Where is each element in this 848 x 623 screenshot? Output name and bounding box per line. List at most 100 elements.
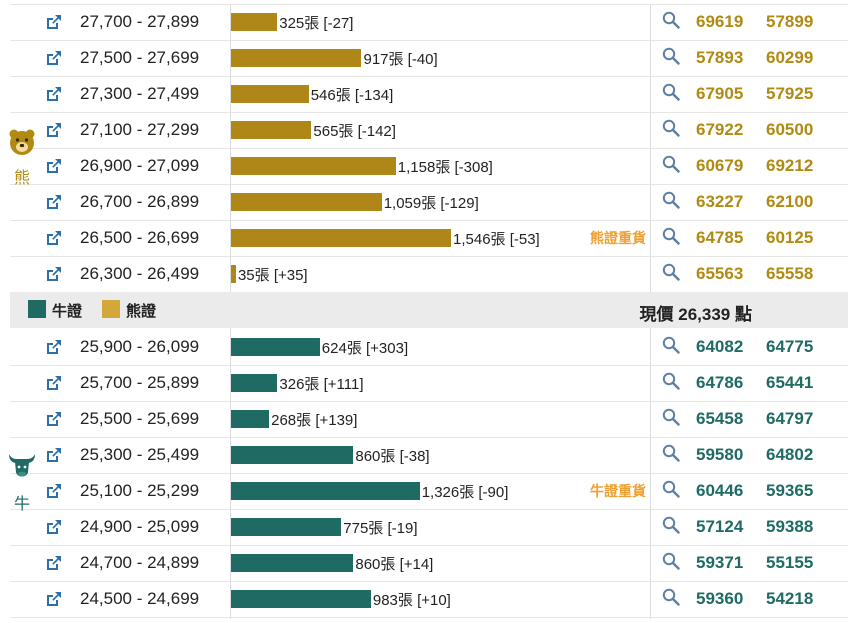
external-link-icon[interactable]	[46, 266, 62, 282]
external-link-icon[interactable]	[46, 50, 62, 66]
warrant-code-link[interactable]: 69212	[766, 156, 814, 175]
warrant-code-link[interactable]: 60679	[696, 156, 744, 175]
warrant-code-link[interactable]: 64785	[696, 228, 744, 247]
external-link-icon[interactable]	[46, 194, 62, 210]
external-link-icon[interactable]	[46, 447, 62, 463]
warrant-code-link[interactable]: 64802	[766, 445, 814, 464]
bar	[231, 193, 382, 211]
external-link-icon[interactable]	[46, 591, 62, 607]
warrant-code-link[interactable]: 65458	[696, 409, 744, 428]
bar-label: 775張 [-19]	[343, 520, 418, 537]
table-row: 27,300 - 27,499 546張 [-134] 67905 57925	[0, 76, 848, 112]
search-icon[interactable]	[662, 552, 680, 570]
external-link-icon[interactable]	[46, 339, 62, 355]
search-icon[interactable]	[662, 588, 680, 606]
external-link-icon[interactable]	[46, 158, 62, 174]
strike-range: 27,700 - 27,899	[80, 12, 200, 31]
strike-range: 25,300 - 25,499	[80, 445, 200, 464]
search-icon[interactable]	[662, 444, 680, 462]
external-link-icon[interactable]	[46, 483, 62, 499]
warrant-code-link[interactable]: 59360	[696, 589, 744, 608]
external-link-icon[interactable]	[46, 411, 62, 427]
search-icon[interactable]	[662, 227, 680, 245]
warrant-code-link[interactable]: 69619	[696, 12, 744, 31]
row-divider	[10, 509, 848, 510]
heavy-tag: 牛證重貨	[590, 483, 646, 499]
row-divider	[10, 76, 848, 77]
warrant-code-link[interactable]: 59371	[696, 553, 744, 572]
row-divider	[10, 112, 848, 113]
warrant-code-link[interactable]: 63227	[696, 192, 744, 211]
external-link-icon[interactable]	[46, 519, 62, 535]
bar	[231, 554, 354, 572]
warrant-code-link[interactable]: 65558	[766, 264, 814, 283]
warrant-code-link[interactable]: 59388	[766, 517, 814, 536]
table-row: 25,900 - 26,099 624張 [+303] 64082 64775	[0, 329, 848, 365]
table-row: 27,100 - 27,299 565張 [-142] 67922 60500	[0, 112, 848, 148]
external-link-icon[interactable]	[46, 375, 62, 391]
warrant-code-link[interactable]: 60500	[766, 120, 814, 139]
warrant-code-link[interactable]: 67905	[696, 84, 744, 103]
external-link-icon[interactable]	[46, 555, 62, 571]
warrant-code-link[interactable]: 65441	[766, 373, 814, 392]
bar-label: 546張 [-134]	[310, 87, 394, 104]
search-icon[interactable]	[662, 263, 680, 281]
search-icon[interactable]	[662, 83, 680, 101]
warrant-code-link[interactable]: 62100	[766, 192, 814, 211]
warrant-code-link[interactable]: 54218	[766, 589, 814, 608]
bar-label: 565張 [-142]	[313, 123, 396, 140]
bar	[231, 518, 342, 536]
search-icon[interactable]	[662, 336, 680, 354]
warrant-code-link[interactable]: 64775	[766, 337, 814, 356]
search-icon[interactable]	[662, 480, 680, 498]
table-row: 24,900 - 25,099 775張 [-19] 57124 59388	[0, 509, 848, 545]
bar	[231, 121, 312, 139]
strike-range: 24,700 - 24,899	[80, 553, 200, 572]
warrant-code-link[interactable]: 65563	[696, 264, 744, 283]
external-link-icon[interactable]	[46, 122, 62, 138]
warrant-code-link[interactable]: 64082	[696, 337, 744, 356]
row-divider	[10, 148, 848, 149]
strike-range: 27,100 - 27,299	[80, 120, 200, 139]
search-icon[interactable]	[662, 47, 680, 65]
search-icon[interactable]	[662, 155, 680, 173]
warrant-code-link[interactable]: 57899	[766, 12, 814, 31]
table-row: 24,500 - 24,699 983張 [+10] 59360 54218	[0, 581, 848, 617]
external-link-icon[interactable]	[46, 230, 62, 246]
row-divider	[10, 545, 848, 546]
search-icon[interactable]	[662, 372, 680, 390]
strike-range: 24,500 - 24,699	[80, 589, 200, 608]
warrant-code-link[interactable]: 60299	[766, 48, 814, 67]
warrant-code-link[interactable]: 57925	[766, 84, 814, 103]
warrant-code-link[interactable]: 60446	[696, 481, 744, 500]
bar	[231, 49, 362, 67]
warrant-code-link[interactable]: 64797	[766, 409, 814, 428]
row-divider	[10, 220, 848, 221]
search-icon[interactable]	[662, 408, 680, 426]
warrant-code-link[interactable]: 57893	[696, 48, 744, 67]
legend-bear-label: 熊證	[126, 303, 157, 320]
search-icon[interactable]	[662, 191, 680, 209]
bar-label: 1,326張 [-90]	[421, 484, 509, 501]
bull-icon	[9, 454, 35, 477]
strike-range: 26,900 - 27,099	[80, 156, 200, 175]
warrant-code-link[interactable]: 55155	[766, 553, 814, 572]
bar-label: 860張 [+14]	[355, 556, 434, 573]
warrant-code-link[interactable]: 60125	[766, 228, 814, 247]
search-icon[interactable]	[662, 516, 680, 534]
warrant-code-link[interactable]: 64786	[696, 373, 744, 392]
table-row: 26,300 - 26,499 35張 [+35] 65563 65558	[0, 256, 848, 292]
search-icon[interactable]	[662, 119, 680, 137]
warrant-code-link[interactable]: 59580	[696, 445, 744, 464]
table-row: 26,500 - 26,699 1,546張 [-53] 熊證重貨 64785 6012…	[0, 220, 848, 256]
external-link-icon[interactable]	[46, 14, 62, 30]
warrant-code-link[interactable]: 67922	[696, 120, 744, 139]
search-icon[interactable]	[662, 11, 680, 29]
external-link-icon[interactable]	[46, 86, 62, 102]
strike-range: 25,500 - 25,699	[80, 409, 200, 428]
bar-label: 624張 [+303]	[321, 340, 409, 357]
row-divider	[10, 256, 848, 257]
warrant-code-link[interactable]: 59365	[766, 481, 814, 500]
strike-range: 26,500 - 26,699	[80, 228, 200, 247]
warrant-code-link[interactable]: 57124	[696, 517, 744, 536]
